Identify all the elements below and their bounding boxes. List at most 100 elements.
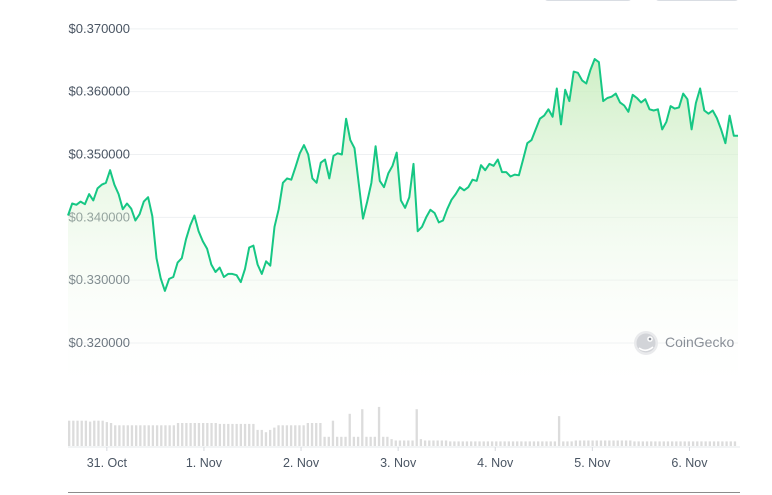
- volume-bar: [214, 423, 217, 446]
- volume-bar: [641, 441, 644, 446]
- volume-bar: [516, 441, 519, 446]
- volume-bar: [553, 441, 557, 446]
- volume-bar: [444, 440, 448, 446]
- volume-bar: [633, 441, 636, 446]
- volume-bar: [679, 441, 682, 446]
- volume-bar: [708, 441, 711, 446]
- volume-bar: [440, 440, 443, 446]
- volume-bar: [545, 441, 548, 446]
- volume-bar: [202, 423, 205, 446]
- volume-bar: [574, 440, 577, 446]
- volume-bar: [139, 425, 142, 446]
- volume-bar: [415, 409, 418, 446]
- volume-bar: [277, 425, 280, 446]
- volume-bar: [235, 423, 238, 446]
- volume-bar: [344, 436, 347, 446]
- volume-bar: [294, 425, 297, 446]
- volume-bar: [612, 440, 615, 446]
- volume-bar: [645, 441, 649, 446]
- volume-bar: [281, 425, 284, 446]
- volume-bar: [310, 423, 314, 446]
- volume-bar: [537, 441, 540, 446]
- volume-bar: [227, 423, 230, 446]
- volume-bar: [356, 436, 360, 446]
- volume-bar: [365, 436, 368, 446]
- volume-bar: [101, 420, 104, 446]
- volume-bar: [478, 441, 481, 446]
- volume-bar: [336, 436, 339, 446]
- volume-bar: [566, 441, 569, 446]
- volume-bar: [76, 420, 79, 446]
- x-tick-label: 31. Oct: [87, 456, 128, 470]
- volume-bar: [725, 441, 728, 446]
- volume-bar: [369, 436, 372, 446]
- volume-bar: [616, 440, 619, 446]
- volume-bar: [155, 425, 159, 446]
- volume-bar: [712, 441, 716, 446]
- volume-bar: [658, 441, 661, 446]
- volume-bar: [578, 440, 582, 446]
- volume-bar: [377, 406, 381, 446]
- volume-bar: [717, 441, 720, 446]
- volume-bar: [507, 441, 510, 446]
- volume-bar: [428, 440, 431, 446]
- volume-bar: [160, 425, 163, 446]
- volume-bar: [390, 439, 393, 446]
- volume-bar: [666, 441, 670, 446]
- volume-bar: [168, 425, 171, 446]
- volume-bar: [511, 441, 515, 446]
- volume-bar: [118, 425, 121, 446]
- volume-bar: [557, 416, 561, 446]
- volume-bar: [683, 441, 686, 446]
- volume-bar: [147, 425, 150, 446]
- volume-bar: [143, 425, 146, 446]
- volume-bar: [327, 436, 330, 446]
- volume-bar: [624, 440, 628, 446]
- volume-bar: [453, 441, 456, 446]
- volume-bar: [599, 440, 603, 446]
- volume-bar: [340, 436, 343, 446]
- volume-bar: [72, 420, 75, 446]
- x-tick-label: 6. Nov: [671, 456, 708, 470]
- volume-bar: [403, 440, 406, 446]
- volume-bar: [88, 421, 92, 446]
- volume-bar: [361, 409, 364, 446]
- volume-bar: [382, 436, 385, 446]
- volume-bar: [608, 440, 611, 446]
- watermark-text: CoinGecko: [665, 334, 734, 350]
- volume-bar: [135, 425, 138, 446]
- volume-bar: [457, 441, 460, 446]
- volume-bar: [386, 436, 389, 446]
- volume-bar: [68, 420, 71, 446]
- volume-bar: [348, 413, 351, 446]
- volume-bar: [696, 441, 699, 446]
- volume-bar: [687, 441, 691, 446]
- volume-bar: [704, 441, 707, 446]
- volume-bar: [595, 440, 598, 446]
- volume-bar: [189, 423, 192, 446]
- volume-bar: [604, 440, 607, 446]
- y-tick-label: $0.370000: [69, 21, 130, 36]
- volume-bar: [671, 441, 674, 446]
- x-tick-label: 1. Nov: [186, 456, 223, 470]
- volume-bar: [570, 441, 573, 446]
- bottom-divider: [68, 492, 740, 493]
- volume-bar: [583, 440, 586, 446]
- volume-bar: [248, 423, 251, 446]
- x-axis-labels: 31. Oct 1. Nov 2. Nov 3. Nov 4. Nov 5. Nov 6. …: [87, 447, 708, 470]
- volume-bar: [80, 420, 83, 446]
- volume-bar: [210, 423, 213, 446]
- volume-bar: [524, 441, 527, 446]
- volume-bar: [490, 441, 494, 446]
- volume-bar: [176, 423, 180, 446]
- volume-bar: [109, 423, 113, 446]
- volume-bar: [733, 441, 737, 446]
- volume-bar: [373, 436, 376, 446]
- volume-bar: [122, 425, 125, 446]
- coingecko-gecko-icon: [634, 331, 658, 355]
- x-tick-label: 2. Nov: [283, 456, 320, 470]
- volume-bar: [114, 425, 117, 446]
- volume-bar: [654, 441, 657, 446]
- volume-bar: [562, 441, 565, 446]
